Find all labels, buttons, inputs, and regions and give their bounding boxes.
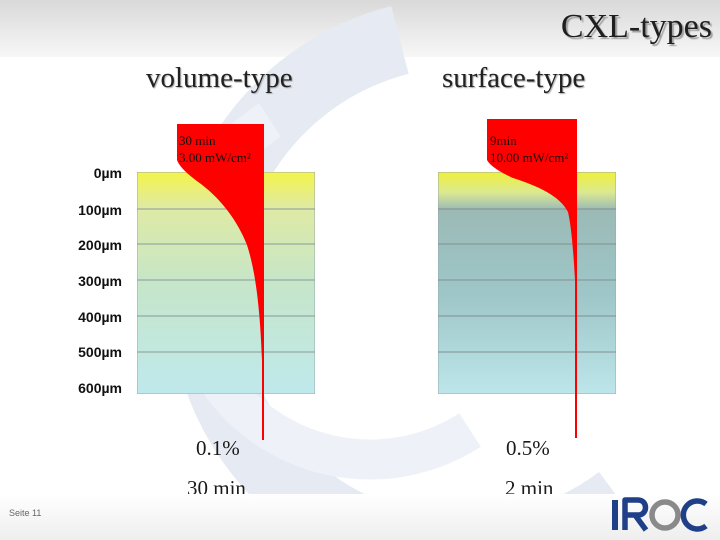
slide-title: CXL-types: [560, 8, 712, 45]
depth-label-500: 500µm: [78, 344, 122, 360]
surface-type-dose-time: 9min: [490, 133, 517, 148]
depth-label-100: 100µm: [78, 202, 122, 218]
surface-type-tissue-panel: [438, 172, 616, 394]
depth-label-600: 600µm: [78, 380, 122, 396]
surface-type-intensity-profile: [487, 119, 577, 438]
volume-type-dose-irradiance: 3.00 mW/cm²: [179, 150, 251, 165]
page-number: Seite 11: [9, 508, 42, 518]
surface-type-concentration: 0.5%: [506, 436, 550, 460]
volume-type-tissue-panel: [137, 172, 315, 394]
depth-label-200: 200µm: [78, 237, 122, 253]
volume-type-dose: 30 min 3.00 mW/cm²: [179, 132, 251, 166]
volume-type-concentration: 0.1%: [196, 436, 240, 460]
surface-type-dose-irradiance: 10.00 mW/cm²: [490, 150, 569, 165]
volume-type-heading: volume-type: [146, 62, 293, 94]
surface-type-heading: surface-type: [442, 62, 586, 94]
depth-label-400: 400µm: [78, 309, 122, 325]
iroc-logo: [612, 497, 708, 532]
volume-type-dose-time: 30 min: [179, 133, 216, 148]
footer-bar: [0, 494, 720, 540]
volume-type-intensity-profile: [177, 124, 264, 440]
depth-label-300: 300µm: [78, 273, 122, 289]
depth-label-0: 0µm: [93, 165, 122, 181]
surface-type-dose: 9min 10.00 mW/cm²: [490, 132, 568, 166]
